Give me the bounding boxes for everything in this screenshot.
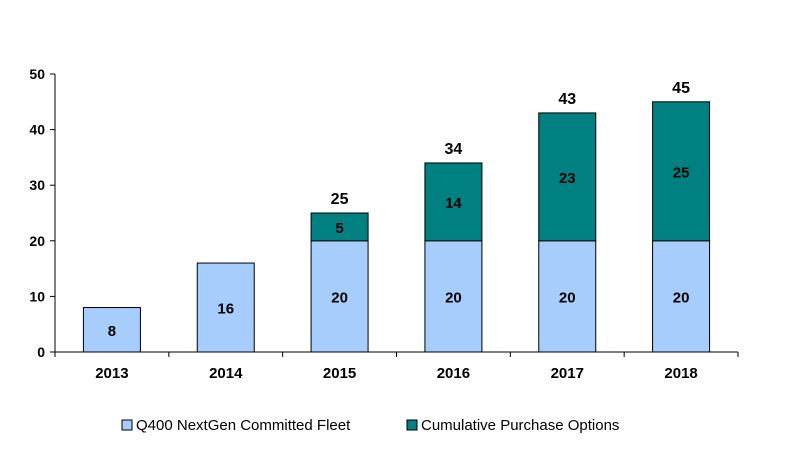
x-tick-label: 2013 xyxy=(95,365,128,382)
bar-committed-fleet xyxy=(82,307,141,353)
bar-value-label: 16 xyxy=(217,301,234,318)
bar-value-label: 20 xyxy=(559,289,576,306)
x-tick-label: 2015 xyxy=(323,365,356,382)
bars-layer xyxy=(82,101,711,353)
bar-value-label: 20 xyxy=(673,289,690,306)
bar-purchase-options xyxy=(652,101,711,242)
bar-committed-fleet xyxy=(652,240,711,353)
x-tick-label: 2016 xyxy=(437,365,470,382)
legend: Q400 NextGen Committed Fleet Cumulative P… xyxy=(121,417,619,434)
bar-value-label: 20 xyxy=(445,289,462,306)
bar-total-label: 34 xyxy=(445,141,463,158)
x-tick-label: 2018 xyxy=(664,365,697,382)
bar-committed-fleet xyxy=(424,240,483,353)
bar-value-label: 14 xyxy=(445,195,462,212)
legend-swatch-purchase-options xyxy=(406,419,418,431)
legend-label: Cumulative Purchase Options xyxy=(421,417,619,434)
bar-committed-fleet xyxy=(538,240,597,353)
bar-total-label: 45 xyxy=(672,80,690,97)
legend-swatch-committed-fleet xyxy=(121,419,133,431)
legend-label: Q400 NextGen Committed Fleet xyxy=(136,417,351,434)
bar-committed-fleet xyxy=(310,240,369,353)
bar-purchase-options xyxy=(310,212,369,242)
bar-purchase-options xyxy=(424,162,483,242)
bar-value-label: 20 xyxy=(331,289,348,306)
labels-layer: 8 16 20 5 20 14 20 23 20 25 25 34 43 45 xyxy=(108,80,690,340)
bar-value-label: 23 xyxy=(559,170,576,187)
y-tick-label: 50 xyxy=(29,66,45,82)
bar-value-label: 25 xyxy=(673,164,690,181)
y-tick-label: 30 xyxy=(29,177,45,193)
y-tick-label: 20 xyxy=(29,233,45,249)
bar-value-label: 5 xyxy=(335,220,343,237)
bar-total-label: 43 xyxy=(558,91,576,108)
bar-value-label: 8 xyxy=(108,323,116,340)
x-tick-label: 2014 xyxy=(209,365,243,382)
y-tick-label: 10 xyxy=(29,288,45,304)
x-tick-label: 2017 xyxy=(551,365,584,382)
y-tick-label: 0 xyxy=(37,344,45,360)
y-tick-label: 40 xyxy=(29,122,45,138)
bar-committed-fleet xyxy=(196,262,255,353)
bar-total-label: 25 xyxy=(331,191,349,208)
bar-purchase-options xyxy=(538,112,597,242)
